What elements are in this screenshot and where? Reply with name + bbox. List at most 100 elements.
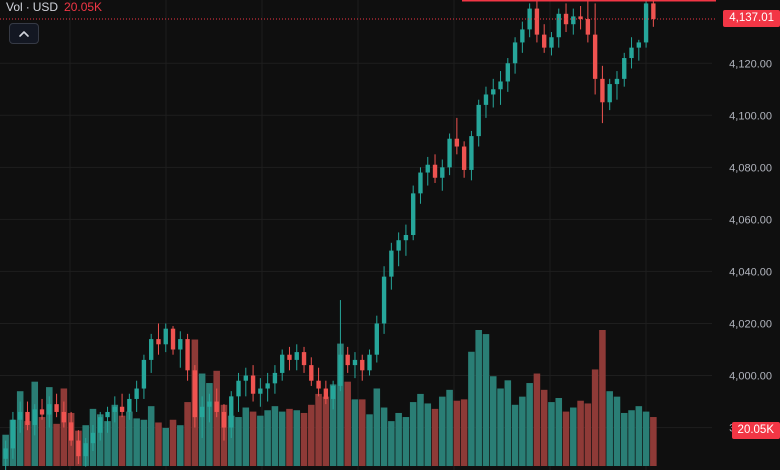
volume-bar xyxy=(184,402,191,466)
candle-body xyxy=(389,250,394,277)
volume-bar xyxy=(227,415,235,466)
candle-body xyxy=(258,388,263,394)
candle-body xyxy=(323,388,329,399)
volume-bar xyxy=(504,380,512,466)
volume-bar xyxy=(300,412,308,466)
legend-title: Vol xyxy=(6,0,23,14)
candle-body xyxy=(520,29,525,43)
candle-body xyxy=(250,375,256,394)
candle-body xyxy=(301,352,307,366)
volume-bar xyxy=(606,391,613,466)
candle-body xyxy=(112,406,117,412)
candle-body xyxy=(221,411,227,428)
candle-body xyxy=(527,8,532,30)
volume-bar xyxy=(344,381,351,466)
volume-bar xyxy=(562,411,570,466)
volume-bar xyxy=(548,402,555,466)
volume-bar xyxy=(635,406,643,466)
candle-body xyxy=(83,443,88,457)
candle-body xyxy=(309,365,314,381)
volume-bar xyxy=(591,369,599,466)
candle-body xyxy=(90,432,96,444)
candle-body xyxy=(498,81,503,90)
candle-body xyxy=(622,58,627,79)
candle-body xyxy=(607,84,612,103)
y-tick-label: 4,040.00 xyxy=(729,266,772,278)
candle-body xyxy=(243,375,248,381)
candle-body xyxy=(32,409,37,425)
candle-body xyxy=(403,235,409,241)
volume-bar xyxy=(409,402,417,466)
candle-body xyxy=(418,172,423,194)
price-axis[interactable]: 3,980.004,000.004,020.004,040.004,060.00… xyxy=(729,58,772,434)
candlesticks xyxy=(3,0,656,470)
candle-body xyxy=(199,406,205,418)
volume-bars xyxy=(2,330,657,466)
candle-body xyxy=(214,401,219,412)
candle-body xyxy=(192,370,198,418)
volume-bar xyxy=(337,343,344,466)
volume-bar xyxy=(53,423,60,466)
candle-body xyxy=(367,354,372,371)
volume-bar xyxy=(431,408,439,466)
volume-bar xyxy=(489,376,497,466)
chevron-up-icon xyxy=(19,30,29,37)
volume-bar xyxy=(526,383,533,466)
volume-bar xyxy=(24,421,31,466)
candle-body xyxy=(105,411,110,418)
volume-bar xyxy=(177,425,184,466)
volume-bar xyxy=(366,414,373,466)
volume-bar xyxy=(133,418,140,466)
candle-body xyxy=(54,404,59,412)
candle-body xyxy=(127,398,132,412)
volume-bar xyxy=(533,373,541,466)
volume-bar xyxy=(213,370,220,466)
volume-bar xyxy=(373,388,381,466)
collapse-legend-button[interactable] xyxy=(9,23,39,44)
candle-body xyxy=(3,448,8,459)
volume-bar xyxy=(584,403,592,466)
candle-body xyxy=(10,419,16,449)
y-tick-label: 4,000.00 xyxy=(729,371,772,383)
volume-bar xyxy=(511,404,519,466)
volume-bar xyxy=(555,398,563,466)
price-lines xyxy=(0,0,716,20)
candle-body xyxy=(491,89,496,95)
candle-body xyxy=(163,328,168,345)
volume-bar xyxy=(206,383,213,466)
volume-bar xyxy=(650,417,657,466)
legend-currency: USD xyxy=(32,0,59,14)
candle-body xyxy=(440,167,445,178)
volume-bar xyxy=(257,415,264,466)
volume-bar xyxy=(286,408,293,466)
volume-bar xyxy=(482,334,490,466)
candle-body xyxy=(600,78,605,103)
volume-bar xyxy=(417,393,424,466)
candle-body xyxy=(542,34,547,48)
candle-body xyxy=(512,42,518,64)
candle-body xyxy=(556,13,561,38)
volume-bar xyxy=(446,389,453,466)
candle-body xyxy=(578,16,583,20)
volume-bar xyxy=(315,393,322,466)
candle-body xyxy=(425,164,430,173)
volume-bar xyxy=(249,411,257,466)
candle-body xyxy=(505,63,510,82)
candle-body xyxy=(396,240,401,251)
candle-body xyxy=(585,19,591,35)
candle-body xyxy=(352,359,358,366)
volume-bar xyxy=(453,400,461,466)
candle-body xyxy=(39,409,45,415)
volume-bar xyxy=(395,412,402,466)
candle-body xyxy=(563,13,569,25)
legend-separator: · xyxy=(25,0,30,14)
candle-body xyxy=(643,3,649,43)
legend-volume-value: 20.05K xyxy=(64,0,103,14)
candle-body xyxy=(374,323,379,355)
candle-body xyxy=(534,8,540,35)
candle-body xyxy=(134,388,139,399)
volume-bar xyxy=(322,396,330,466)
candle-body xyxy=(119,406,125,412)
